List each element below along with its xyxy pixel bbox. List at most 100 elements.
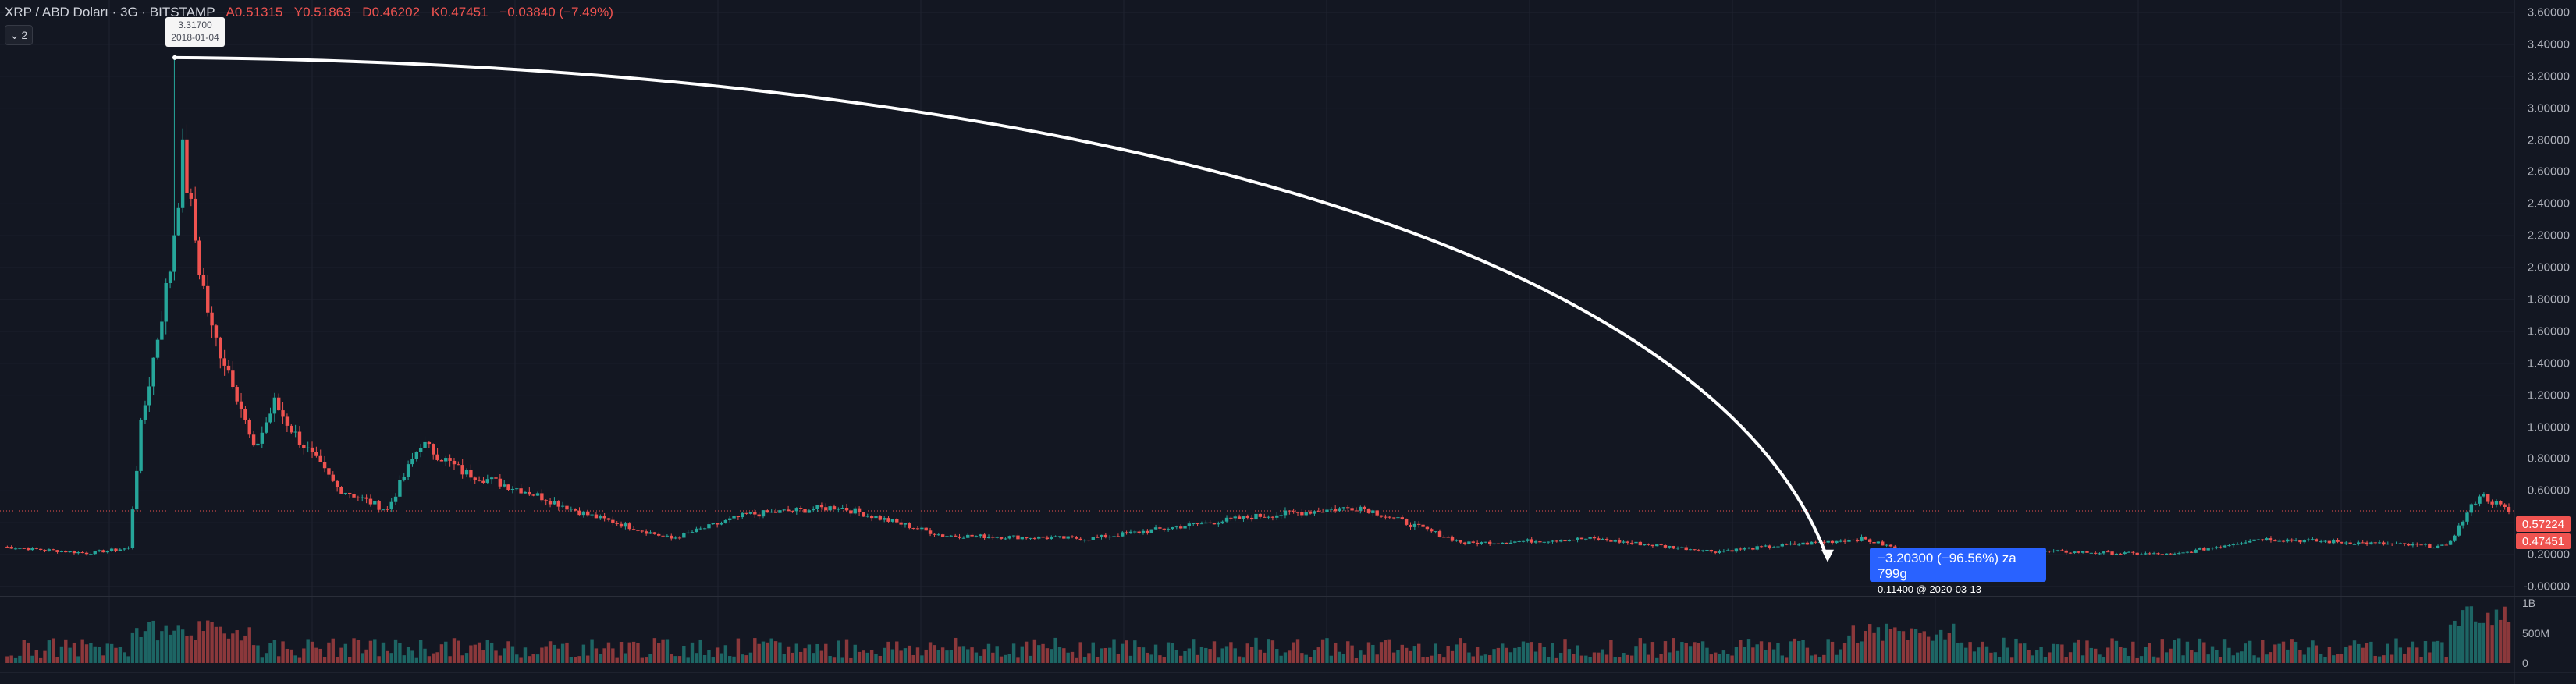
volume-bar — [773, 641, 778, 663]
volume-bar — [1968, 642, 1972, 663]
candle-body — [1029, 537, 1032, 539]
volume-bar — [1734, 647, 1739, 663]
candle-body — [243, 409, 247, 420]
volume-bar — [2361, 647, 2365, 663]
volume-bar — [1526, 642, 1530, 663]
candle-body — [2077, 551, 2080, 553]
candle-body — [915, 528, 920, 530]
volume-bar — [2190, 650, 2194, 663]
volume-bar — [1910, 628, 1913, 663]
candle-body — [1366, 509, 1371, 513]
volume-bar — [2256, 657, 2261, 663]
candle-body — [657, 533, 661, 536]
candle-body — [2169, 553, 2173, 555]
candle-body — [1062, 536, 1066, 539]
candle-body — [2486, 494, 2490, 502]
candle-body — [741, 512, 744, 518]
volume-bar — [1759, 641, 1764, 663]
volume-bar — [1107, 647, 1112, 663]
volume-bar — [577, 656, 581, 663]
candle-body — [460, 465, 464, 475]
symbol-title[interactable]: XRP / ABD Doları · 3G · BITSTAMP — [5, 5, 215, 19]
volume-bar — [435, 652, 439, 663]
price-axis-label: 1.80000 — [2527, 292, 2570, 307]
volume-bar — [1705, 647, 1709, 663]
candle-body — [2465, 512, 2469, 522]
candle-body — [523, 491, 528, 494]
volume-bar — [949, 650, 954, 663]
volume-bar — [761, 641, 766, 663]
candle-body — [2298, 540, 2302, 543]
candle-body — [1020, 537, 1025, 540]
candle-body — [1178, 526, 1183, 529]
candle-body — [1734, 548, 1739, 552]
candle-body — [2398, 543, 2403, 544]
candle-body — [1487, 541, 1492, 545]
candle-body — [180, 139, 185, 208]
candle-body — [1751, 548, 1755, 550]
candle-body — [1579, 537, 1584, 540]
candle-body — [531, 494, 535, 496]
volume-bar — [1313, 650, 1316, 663]
volume-bar — [1751, 647, 1755, 663]
candle-body — [1212, 523, 1217, 525]
candle-body — [1739, 548, 1743, 550]
measure-tool-label[interactable]: −3.20300 (−96.56%) za 799g 0.11400 @ 202… — [1870, 548, 2046, 595]
volume-bar — [1409, 650, 1412, 663]
volume-bar — [1885, 623, 1888, 663]
candle-body — [1112, 536, 1116, 537]
volume-bar — [1462, 643, 1467, 663]
volume-bar — [757, 643, 761, 663]
volume-bar — [2227, 647, 2231, 663]
candle-body — [452, 460, 457, 465]
candle-body — [1057, 536, 1062, 537]
volume-bar — [2222, 639, 2227, 663]
candle-body — [849, 510, 853, 514]
candle-body — [736, 516, 741, 518]
candle-body — [398, 480, 402, 497]
candle-body — [986, 537, 991, 539]
volume-bar — [2110, 638, 2114, 663]
candle-body — [457, 464, 460, 466]
volume-bar — [1558, 652, 1563, 663]
volume-bar — [290, 649, 293, 663]
volume-bar — [1212, 641, 1217, 663]
volume-bar — [1183, 650, 1187, 663]
candle-body — [1718, 551, 1721, 553]
volume-bar — [1805, 647, 1810, 663]
volume-bar — [1487, 655, 1492, 663]
candle-body — [239, 401, 243, 409]
candle-body — [966, 534, 970, 538]
volume-bar — [2411, 641, 2415, 663]
volume-bar — [393, 639, 398, 663]
volume-bar — [84, 644, 89, 663]
volume-bar — [2344, 647, 2348, 663]
candle-body — [1075, 537, 1078, 539]
volume-bar — [1116, 654, 1121, 663]
volume-bar — [47, 640, 52, 663]
volume-bar — [2048, 652, 2052, 663]
candle-body — [2348, 542, 2352, 544]
volume-bar — [1295, 639, 1300, 663]
volume-bar — [160, 631, 164, 663]
candle-body — [1647, 544, 1650, 545]
volume-bar — [2131, 641, 2135, 663]
volume-bar — [352, 638, 356, 663]
volume-bar — [1263, 652, 1267, 663]
volume-bar — [331, 638, 335, 663]
candle-body — [577, 510, 581, 516]
candle-body — [2160, 554, 2165, 555]
candle-body — [624, 523, 627, 527]
candle-body — [164, 282, 168, 322]
candle-body — [1755, 546, 1759, 550]
candle-body — [778, 510, 782, 513]
candle-body — [953, 535, 958, 537]
volume-bar — [1817, 657, 1822, 663]
volume-bar — [2080, 655, 2085, 663]
volume-bar — [1700, 641, 1705, 663]
indicator-toggle-button[interactable]: ⌄ 2 — [5, 25, 33, 45]
candle-body — [122, 548, 126, 550]
volume-bar — [2127, 656, 2131, 663]
volume-bar — [727, 656, 732, 663]
